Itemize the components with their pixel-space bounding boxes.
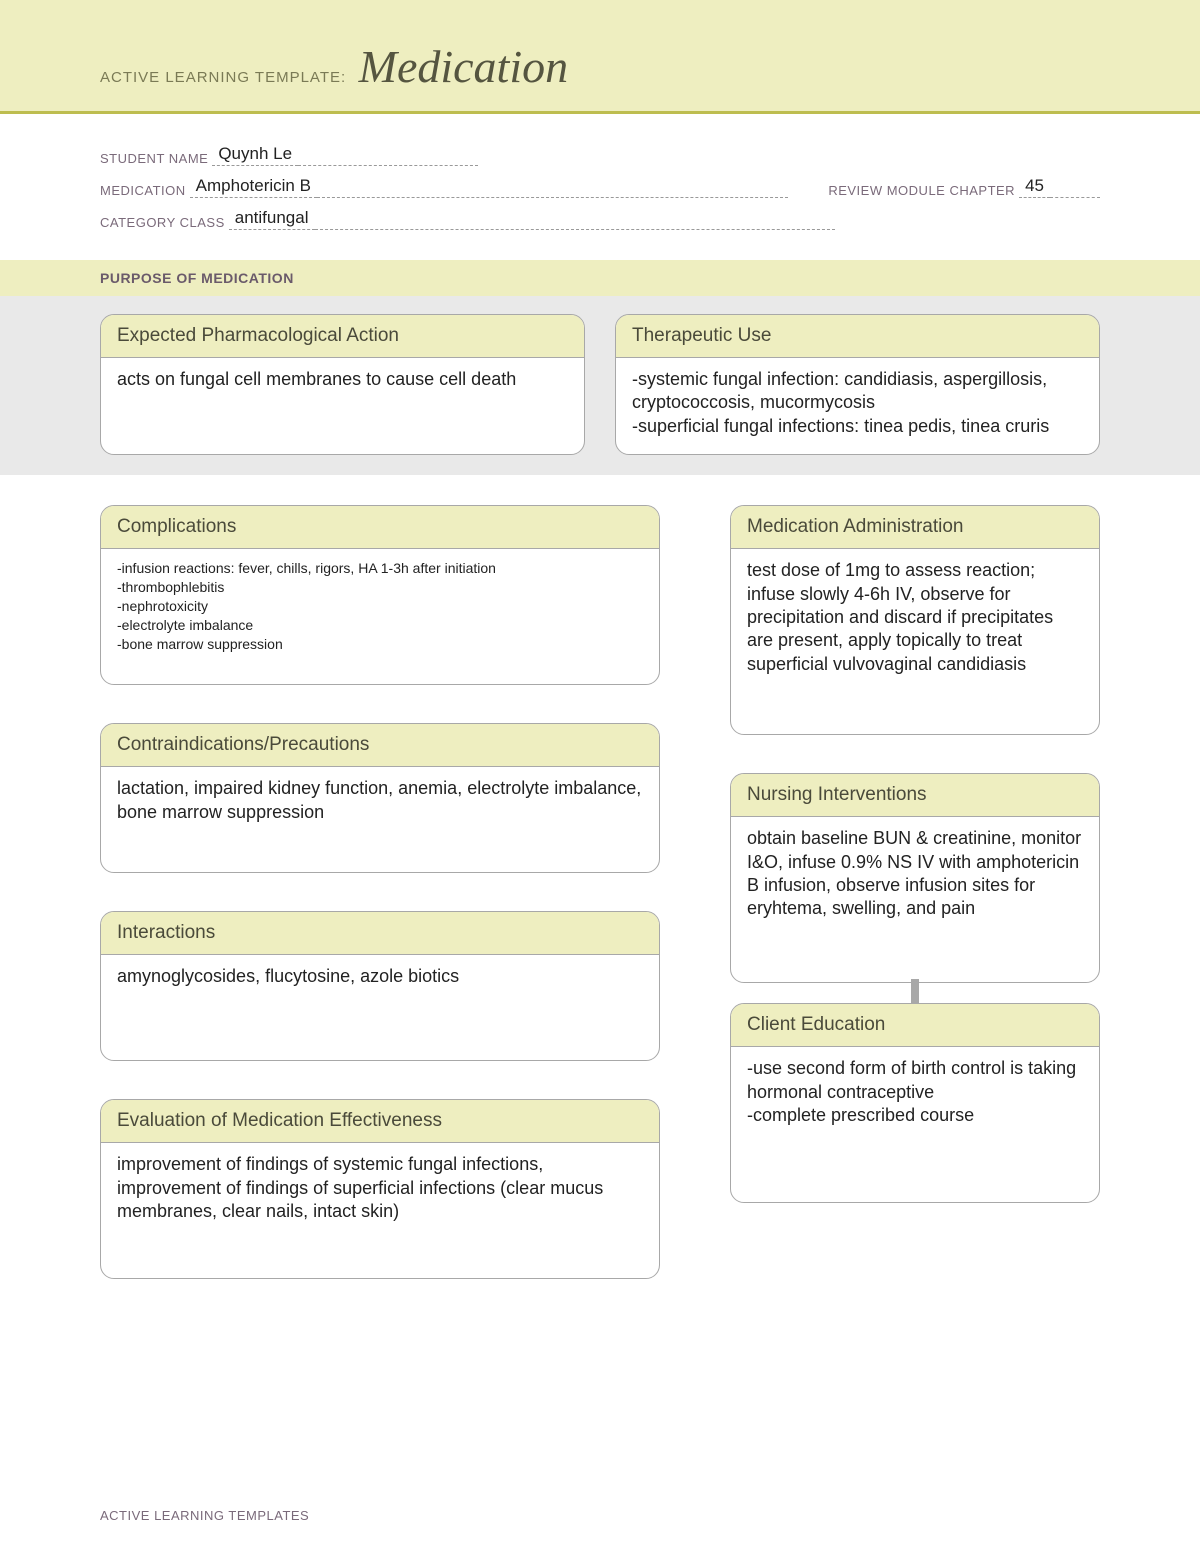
card-medication-administration: Medication Administration test dose of 1… bbox=[730, 505, 1100, 735]
card-title: Client Education bbox=[731, 1004, 1099, 1047]
meta-row-student: STUDENT NAME Quynh Le bbox=[100, 144, 1100, 166]
card-therapeutic-use: Therapeutic Use -systemic fungal infecti… bbox=[615, 314, 1100, 455]
student-name-value: Quynh Le bbox=[212, 144, 298, 166]
card-title: Medication Administration bbox=[731, 506, 1099, 549]
purpose-header: PURPOSE OF MEDICATION bbox=[0, 260, 1200, 296]
card-complications: Complications -infusion reactions: fever… bbox=[100, 505, 660, 685]
card-body: acts on fungal cell membranes to cause c… bbox=[101, 358, 584, 454]
main-grid: Complications -infusion reactions: fever… bbox=[0, 475, 1200, 1279]
card-body: lactation, impaired kidney function, ane… bbox=[101, 767, 659, 872]
card-body: improvement of findings of systemic fung… bbox=[101, 1143, 659, 1278]
banner-label: ACTIVE LEARNING TEMPLATE: bbox=[100, 69, 346, 86]
meta-row-category: CATEGORY CLASS antifungal bbox=[100, 208, 1100, 230]
category-value: antifungal bbox=[229, 208, 315, 230]
card-body: obtain baseline BUN & creatinine, monito… bbox=[731, 817, 1099, 982]
card-evaluation: Evaluation of Medication Effectiveness i… bbox=[100, 1099, 660, 1279]
page: ACTIVE LEARNING TEMPLATE: Medication STU… bbox=[0, 0, 1200, 1553]
card-body: test dose of 1mg to assess reaction; inf… bbox=[731, 549, 1099, 734]
card-body: -use second form of birth control is tak… bbox=[731, 1047, 1099, 1202]
underline-fill bbox=[1050, 184, 1100, 198]
card-title: Complications bbox=[101, 506, 659, 549]
card-pharm-action: Expected Pharmacological Action acts on … bbox=[100, 314, 585, 455]
purpose-boxes: Expected Pharmacological Action acts on … bbox=[0, 296, 1200, 455]
chapter-label: REVIEW MODULE CHAPTER bbox=[828, 183, 1015, 198]
underline-fill bbox=[317, 184, 788, 198]
card-contraindications: Contraindications/Precautions lactation,… bbox=[100, 723, 660, 873]
meta-block: STUDENT NAME Quynh Le MEDICATION Amphote… bbox=[0, 114, 1200, 260]
medication-label: MEDICATION bbox=[100, 183, 186, 198]
category-label: CATEGORY CLASS bbox=[100, 215, 225, 230]
meta-row-medication: MEDICATION Amphotericin B REVIEW MODULE … bbox=[100, 176, 1100, 198]
purpose-section: PURPOSE OF MEDICATION Expected Pharmacol… bbox=[0, 260, 1200, 475]
card-title: Expected Pharmacological Action bbox=[101, 315, 584, 358]
card-body: -systemic fungal infection: candidiasis,… bbox=[616, 358, 1099, 454]
banner-title: Medication bbox=[359, 40, 569, 93]
underline-fill bbox=[315, 216, 835, 230]
medication-value: Amphotericin B bbox=[190, 176, 317, 198]
right-column: Medication Administration test dose of 1… bbox=[730, 505, 1100, 1203]
card-nursing-interventions: Nursing Interventions obtain baseline BU… bbox=[730, 773, 1100, 983]
spacer bbox=[730, 735, 1100, 773]
card-client-education: Client Education -use second form of bir… bbox=[730, 1003, 1100, 1203]
footer-text: ACTIVE LEARNING TEMPLATES bbox=[100, 1508, 309, 1523]
student-name-label: STUDENT NAME bbox=[100, 151, 208, 166]
banner: ACTIVE LEARNING TEMPLATE: Medication bbox=[0, 0, 1200, 114]
card-title: Evaluation of Medication Effectiveness bbox=[101, 1100, 659, 1143]
card-title: Nursing Interventions bbox=[731, 774, 1099, 817]
card-body: amynoglycosides, flucytosine, azole biot… bbox=[101, 955, 659, 1060]
chapter-value: 45 bbox=[1019, 176, 1050, 198]
card-title: Therapeutic Use bbox=[616, 315, 1099, 358]
card-interactions: Interactions amynoglycosides, flucytosin… bbox=[100, 911, 660, 1061]
card-title: Interactions bbox=[101, 912, 659, 955]
card-title: Contraindications/Precautions bbox=[101, 724, 659, 767]
card-body: -infusion reactions: fever, chills, rigo… bbox=[101, 549, 659, 684]
underline-fill bbox=[298, 152, 478, 166]
